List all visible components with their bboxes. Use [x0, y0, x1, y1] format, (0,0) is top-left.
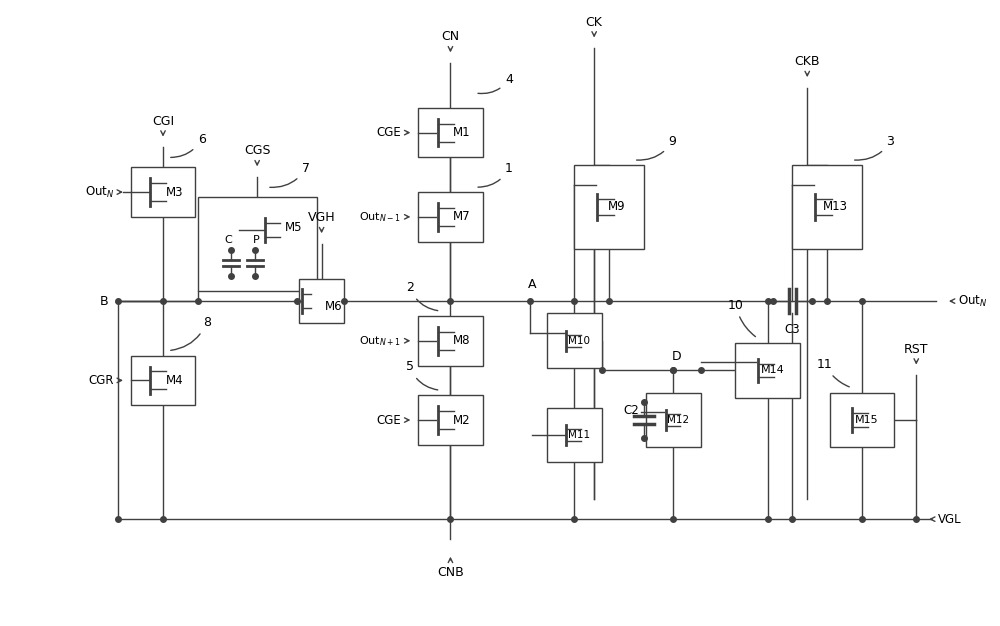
Text: M3: M3	[166, 185, 183, 198]
Bar	[735, 343, 800, 398]
Bar	[792, 165, 862, 249]
Text: 11: 11	[817, 358, 849, 387]
Text: M15: M15	[855, 415, 879, 425]
Text: VGH: VGH	[308, 212, 335, 224]
Bar	[418, 108, 483, 157]
Text: M2: M2	[453, 414, 471, 426]
Text: C: C	[224, 235, 232, 245]
Text: 10: 10	[728, 299, 755, 337]
Text: M13: M13	[823, 200, 848, 213]
Text: CGR: CGR	[88, 374, 114, 387]
Text: Out$_{N-1}$: Out$_{N-1}$	[359, 210, 401, 223]
Text: C3: C3	[785, 323, 800, 336]
Text: 1: 1	[478, 162, 513, 187]
Text: CGE: CGE	[377, 126, 401, 139]
Text: 6: 6	[171, 133, 206, 157]
Text: M12: M12	[667, 415, 689, 425]
Text: 2: 2	[406, 281, 438, 310]
Text: M5: M5	[285, 220, 302, 233]
Text: 8: 8	[171, 316, 211, 351]
Text: M8: M8	[453, 334, 471, 347]
Text: M10: M10	[568, 336, 590, 346]
Text: 3: 3	[855, 135, 894, 160]
Text: A: A	[527, 278, 536, 291]
Bar	[574, 165, 644, 249]
Bar	[646, 393, 701, 448]
Bar	[299, 279, 344, 324]
Text: Out$_N$: Out$_N$	[958, 294, 987, 309]
Bar	[418, 395, 483, 445]
Bar	[131, 167, 195, 217]
Text: VGL: VGL	[938, 513, 962, 526]
Text: C2: C2	[623, 404, 639, 417]
Text: P: P	[252, 235, 259, 245]
Text: B: B	[100, 295, 109, 307]
Text: M4: M4	[166, 374, 183, 387]
Text: Out$_{N+1}$: Out$_{N+1}$	[359, 334, 401, 347]
Bar	[547, 408, 602, 462]
Text: M14: M14	[761, 366, 784, 376]
Text: RST: RST	[904, 342, 929, 356]
Text: 9: 9	[637, 135, 676, 160]
Text: CGS: CGS	[244, 145, 270, 157]
Bar	[418, 316, 483, 366]
Text: M9: M9	[608, 200, 626, 213]
Text: CKB: CKB	[794, 55, 820, 68]
Text: 4: 4	[478, 73, 513, 93]
Text: D: D	[672, 349, 681, 362]
Text: 7: 7	[270, 162, 310, 187]
Bar	[830, 393, 894, 448]
Bar	[198, 197, 317, 291]
Text: CN: CN	[441, 31, 460, 43]
Text: CNB: CNB	[437, 566, 464, 578]
Text: CK: CK	[586, 16, 603, 29]
Text: M7: M7	[453, 210, 471, 223]
Text: 5: 5	[406, 361, 438, 390]
Text: M6: M6	[325, 300, 342, 312]
Text: M1: M1	[453, 126, 471, 139]
Text: CGE: CGE	[377, 414, 401, 426]
Text: M11: M11	[568, 430, 590, 440]
Bar	[131, 356, 195, 405]
Text: CGI: CGI	[152, 115, 174, 128]
Text: Out$_N$: Out$_N$	[85, 185, 114, 200]
Bar	[547, 314, 602, 368]
Bar	[418, 192, 483, 242]
